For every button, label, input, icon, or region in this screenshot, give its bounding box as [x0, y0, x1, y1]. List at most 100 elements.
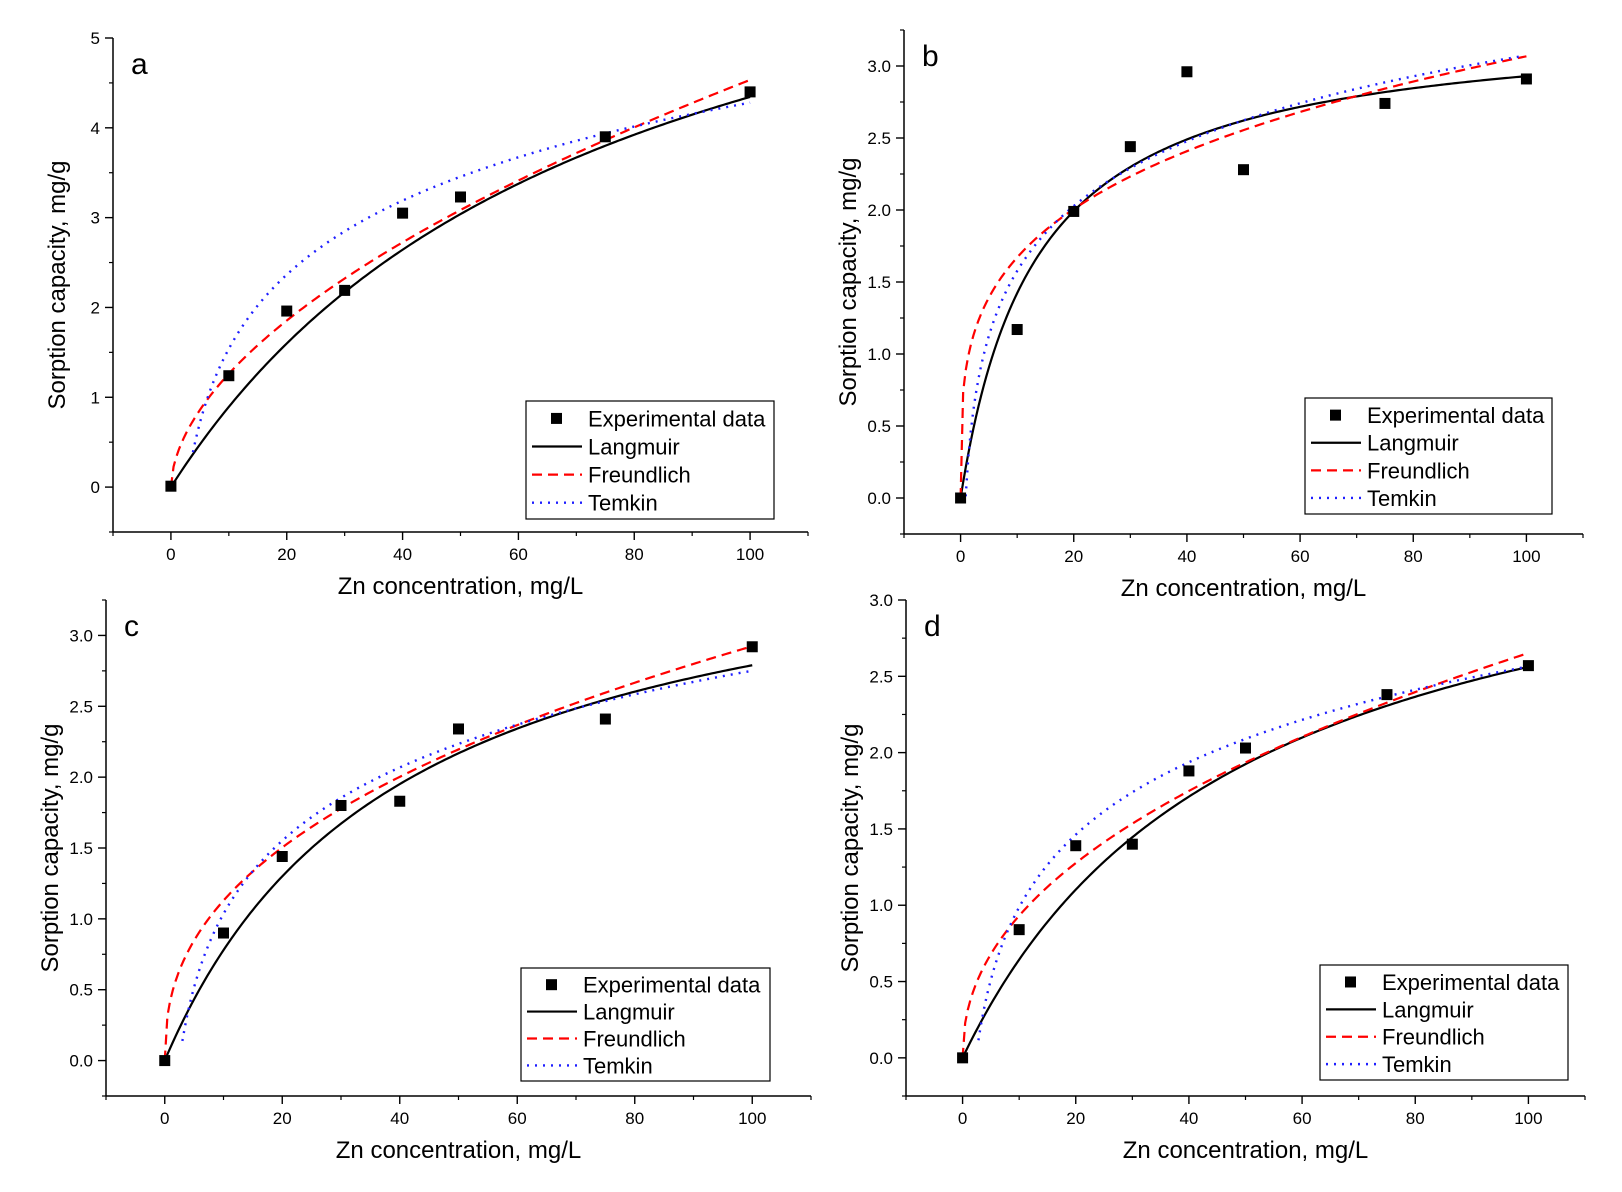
y-tick-label: 0.0 — [69, 1052, 93, 1071]
data-point — [281, 305, 293, 317]
data-point — [1068, 205, 1080, 217]
x-tick-label: 60 — [508, 1109, 527, 1128]
y-tick-label: 0.0 — [867, 489, 891, 508]
y-tick-label: 0 — [91, 478, 100, 497]
y-axis-title: Sorption capacity, mg/g — [37, 723, 64, 972]
x-tick-label: 40 — [1179, 1109, 1198, 1128]
y-axis-title: Sorption capacity, mg/g — [44, 160, 71, 409]
x-tick-label: 40 — [1177, 547, 1196, 566]
legend-label-freundlich: Freundlich — [1367, 458, 1470, 483]
y-tick-label: 3.0 — [867, 57, 891, 76]
data-point — [744, 86, 756, 98]
data-point — [455, 191, 466, 203]
panel-label: d — [924, 610, 941, 643]
legend-marker-points — [1345, 976, 1356, 988]
langmuir-curve — [959, 75, 1527, 499]
legend-label-points: Experimental data — [588, 406, 766, 431]
y-tick-label: 2.0 — [69, 768, 93, 787]
x-tick-label: 100 — [1512, 547, 1540, 566]
data-point — [397, 207, 409, 219]
data-point — [1183, 765, 1195, 777]
legend: Experimental dataLangmuirFreundlichTemki… — [525, 400, 775, 520]
y-tick-label: 1.5 — [867, 273, 891, 292]
y-tick-label: 3 — [91, 209, 100, 228]
data-point — [1381, 689, 1393, 701]
data-point — [1181, 66, 1193, 78]
legend-box — [1304, 397, 1553, 515]
x-tick-label: 80 — [1406, 1109, 1425, 1128]
data-point — [223, 370, 235, 382]
data-point — [957, 1052, 969, 1064]
y-tick-label: 2.0 — [867, 201, 891, 220]
y-tick-label: 0.5 — [69, 981, 93, 1000]
legend-label-temkin: Temkin — [588, 491, 658, 516]
temkin-curve — [181, 669, 753, 1042]
y-axis-title: Sorption capacity, mg/g — [837, 723, 864, 972]
freundlich-curve — [961, 652, 1529, 1058]
y-tick-label: 4 — [91, 119, 100, 138]
freundlich-curve — [163, 645, 753, 1061]
x-axis-title: Zn concentration, mg/L — [336, 1137, 581, 1164]
y-tick-label: 1.0 — [869, 896, 893, 915]
legend-label-temkin: Temkin — [1367, 486, 1437, 511]
data-point — [1011, 324, 1023, 336]
legend-label-langmuir: Langmuir — [583, 1000, 675, 1025]
panel-label: c — [124, 610, 139, 643]
y-tick-label: 3.0 — [869, 591, 893, 610]
x-tick-label: 20 — [1066, 1109, 1085, 1128]
x-tick-label: 80 — [625, 545, 644, 564]
data-point — [1124, 141, 1136, 153]
y-tick-label: 0.5 — [869, 973, 893, 992]
x-tick-label: 80 — [625, 1109, 644, 1128]
x-tick-label: 60 — [509, 545, 528, 564]
x-tick-label: 0 — [958, 1109, 967, 1128]
freundlich-curve — [169, 78, 751, 488]
y-tick-label: 0.0 — [869, 1049, 893, 1068]
x-tick-label: 40 — [393, 545, 412, 564]
legend-label-points: Experimental data — [583, 973, 761, 998]
y-tick-label: 3.0 — [69, 626, 93, 645]
data-point — [218, 927, 229, 939]
x-axis-title: Zn concentration, mg/L — [338, 573, 583, 600]
x-tick-label: 20 — [273, 1109, 292, 1128]
legend-label-points: Experimental data — [1382, 970, 1560, 995]
x-tick-label: 0 — [166, 545, 175, 564]
x-tick-label: 100 — [1514, 1109, 1542, 1128]
data-point — [1240, 742, 1251, 754]
legend-label-freundlich: Freundlich — [583, 1026, 686, 1051]
data-point — [453, 723, 464, 735]
legend-box — [525, 400, 775, 520]
data-point — [1126, 838, 1138, 850]
y-tick-label: 0.5 — [867, 417, 891, 436]
y-tick-label: 1.0 — [867, 345, 891, 364]
data-point — [599, 713, 611, 725]
data-point — [276, 851, 288, 863]
y-tick-label: 5 — [91, 29, 100, 48]
data-point — [159, 1055, 171, 1067]
data-point — [1520, 73, 1532, 85]
freundlich-curve — [959, 55, 1527, 499]
legend: Experimental dataLangmuirFreundlichTemki… — [1319, 964, 1569, 1081]
x-tick-label: 20 — [277, 545, 296, 564]
y-tick-label: 2.5 — [867, 129, 891, 148]
legend-marker-points — [1330, 409, 1341, 421]
y-tick-label: 1.0 — [69, 910, 93, 929]
data-point — [599, 131, 611, 143]
x-tick-label: 20 — [1064, 547, 1083, 566]
x-tick-label: 40 — [390, 1109, 409, 1128]
legend-label-langmuir: Langmuir — [1382, 997, 1474, 1022]
data-point — [955, 492, 967, 504]
data-point — [1070, 840, 1082, 852]
data-point — [394, 795, 406, 807]
y-axis-title: Sorption capacity, mg/g — [835, 157, 862, 406]
y-tick-label: 1.5 — [69, 839, 93, 858]
data-point — [1522, 660, 1534, 672]
data-point — [335, 799, 347, 811]
x-tick-label: 0 — [956, 547, 965, 566]
langmuir-curve — [163, 664, 753, 1062]
y-tick-label: 1.5 — [869, 820, 893, 839]
panel-d: 0 20 40 60 80 100 0.0 0.5 1.0 1.5 2.0 2.5 3.0 Zn conc… — [837, 591, 1586, 1164]
data-point — [165, 480, 177, 492]
